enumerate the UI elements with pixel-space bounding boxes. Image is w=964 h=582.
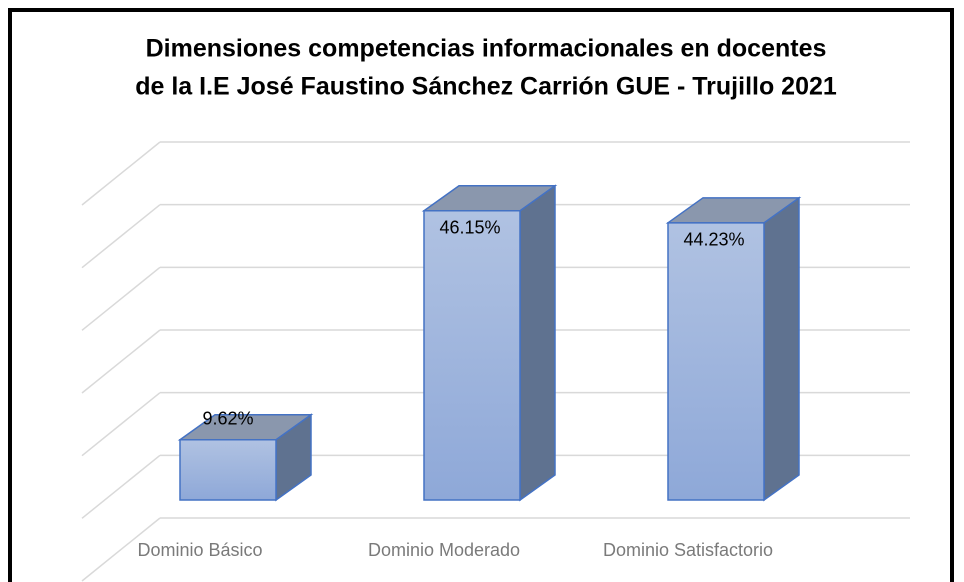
grid-line (81, 517, 161, 582)
x-tick-label: Dominio Básico (137, 540, 262, 560)
grid-line (81, 204, 161, 269)
x-tick-label: Dominio Moderado (368, 540, 520, 560)
chart-subtitle: de la I.E José Faustino Sánchez Carrión … (135, 73, 837, 101)
grid-line (81, 141, 161, 206)
grid-line (81, 392, 161, 457)
grid-line (81, 329, 161, 394)
bar-side (763, 196, 800, 502)
bar-side (519, 184, 556, 502)
bar (665, 196, 802, 502)
chart-title: Dimensiones competencias informacionales… (146, 35, 827, 63)
data-label: 9.62% (202, 408, 253, 428)
data-label: 46.15% (439, 218, 500, 238)
grid-line (81, 266, 161, 331)
bar-front (179, 438, 277, 501)
x-tick-label: Dominio Satisfactorio (603, 540, 773, 560)
grid-line (81, 454, 161, 519)
bar (177, 413, 314, 502)
bar (421, 184, 558, 502)
data-label: 44.23% (683, 230, 744, 250)
bar-front (423, 210, 521, 501)
bar-front (667, 222, 765, 501)
